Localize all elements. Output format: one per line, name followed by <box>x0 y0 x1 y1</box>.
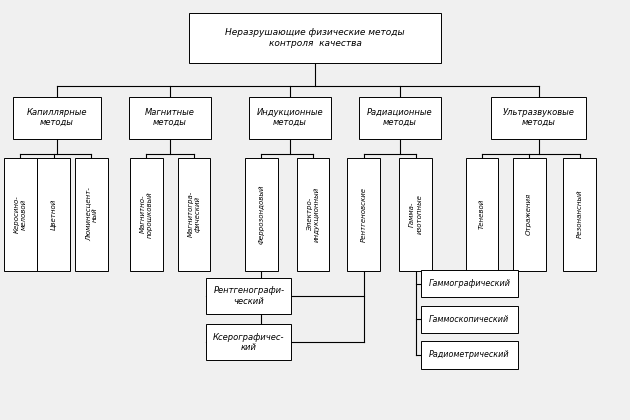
Text: Капиллярные
методы: Капиллярные методы <box>26 108 87 127</box>
FancyBboxPatch shape <box>563 158 596 271</box>
Text: Электро-
индукционный: Электро- индукционный <box>307 186 319 242</box>
Text: Индукционные
методы: Индукционные методы <box>256 108 323 127</box>
FancyBboxPatch shape <box>491 97 586 139</box>
FancyBboxPatch shape <box>297 158 329 271</box>
FancyBboxPatch shape <box>421 341 518 369</box>
FancyBboxPatch shape <box>207 324 291 360</box>
FancyBboxPatch shape <box>129 97 211 139</box>
Text: Гаммографический: Гаммографический <box>428 279 510 288</box>
FancyBboxPatch shape <box>421 270 518 297</box>
FancyBboxPatch shape <box>4 158 37 271</box>
FancyBboxPatch shape <box>130 158 163 271</box>
Text: Радиометрический: Радиометрический <box>429 350 510 360</box>
FancyBboxPatch shape <box>347 158 380 271</box>
Text: Магнитно-
порошковый: Магнитно- порошковый <box>140 191 152 238</box>
FancyBboxPatch shape <box>399 158 432 271</box>
Text: Рентгеновские: Рентгеновские <box>360 187 367 242</box>
Text: Рентгенографи-
ческий: Рентгенографи- ческий <box>214 286 284 306</box>
FancyBboxPatch shape <box>178 158 210 271</box>
Text: Цветной: Цветной <box>50 199 57 230</box>
FancyBboxPatch shape <box>249 97 331 139</box>
FancyBboxPatch shape <box>37 158 70 271</box>
FancyBboxPatch shape <box>13 97 101 139</box>
FancyBboxPatch shape <box>421 306 518 333</box>
Text: Магнитные
методы: Магнитные методы <box>145 108 195 127</box>
Text: Ксерографичес-
кий: Ксерографичес- кий <box>213 333 285 352</box>
Text: Отражения: Отражения <box>526 193 532 235</box>
FancyBboxPatch shape <box>466 158 498 271</box>
Text: Люминесцент-
ный: Люминесцент- ный <box>85 187 98 241</box>
Text: Гаммоскопический: Гаммоскопический <box>429 315 510 324</box>
Text: Феррозондовый: Феррозондовый <box>258 184 265 244</box>
Text: Неразрушающие физические методы
контроля  качества: Неразрушающие физические методы контроля… <box>225 28 405 47</box>
Text: Теневой: Теневой <box>479 199 485 229</box>
Text: Радиационные
методы: Радиационные методы <box>367 108 433 127</box>
Text: Гамма-
изотопные: Гамма- изотопные <box>410 194 422 234</box>
FancyBboxPatch shape <box>245 158 278 271</box>
FancyBboxPatch shape <box>207 278 291 314</box>
Text: Магнитогра-
фический: Магнитогра- фический <box>188 191 200 237</box>
Text: Резонансный: Резонансный <box>576 190 583 239</box>
FancyBboxPatch shape <box>359 97 441 139</box>
Text: Ультразвуковые
методы: Ультразвуковые методы <box>503 108 575 127</box>
FancyBboxPatch shape <box>189 13 441 63</box>
Text: Керосино-
меловой: Керосино- меловой <box>14 195 26 233</box>
FancyBboxPatch shape <box>513 158 546 271</box>
FancyBboxPatch shape <box>75 158 108 271</box>
